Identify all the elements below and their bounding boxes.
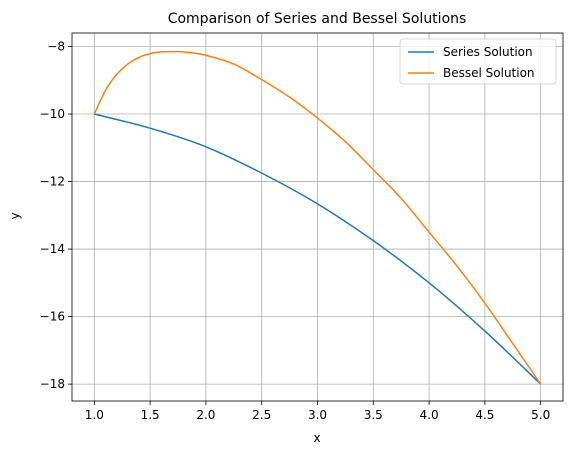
- x-tick-label: 5.0: [531, 408, 550, 422]
- legend-label-bessel-solution: Bessel Solution: [443, 66, 535, 80]
- chart-title: Comparison of Series and Bessel Solution…: [168, 11, 467, 27]
- x-tick-label: 2.5: [252, 408, 271, 422]
- y-axis-label: y: [8, 212, 22, 219]
- y-tick-label: −8: [47, 40, 65, 54]
- x-tick-label: 2.0: [196, 408, 215, 422]
- series-solution-line: [94, 113, 542, 385]
- x-tick-label: 1.5: [141, 408, 160, 422]
- x-tick-label: 3.0: [308, 408, 327, 422]
- x-tick-label: 3.5: [364, 408, 383, 422]
- y-tick-label: −18: [40, 377, 65, 391]
- series-lines: [93, 50, 542, 385]
- grid: [72, 33, 563, 401]
- y-tick-label: −10: [40, 107, 65, 121]
- x-tick-label: 4.0: [420, 408, 439, 422]
- x-tick-label: 1.0: [85, 408, 104, 422]
- y-tick-label: −16: [40, 310, 65, 324]
- legend-label-series-solution: Series Solution: [443, 45, 533, 59]
- y-axis-ticks: −8 −10 −12 −14 −16 −18: [40, 40, 72, 391]
- x-axis-label: x: [313, 431, 320, 445]
- x-tick-label: 4.5: [475, 408, 494, 422]
- x-axis-ticks: 1.0 1.5 2.0 2.5 3.0 3.5 4.0 4.5 5.0: [85, 401, 550, 422]
- legend-box: [399, 38, 557, 85]
- bessel-solution-line: [93, 50, 542, 385]
- y-tick-label: −12: [40, 175, 65, 189]
- y-tick-label: −14: [40, 242, 65, 256]
- legend: Series Solution Bessel Solution: [399, 38, 557, 85]
